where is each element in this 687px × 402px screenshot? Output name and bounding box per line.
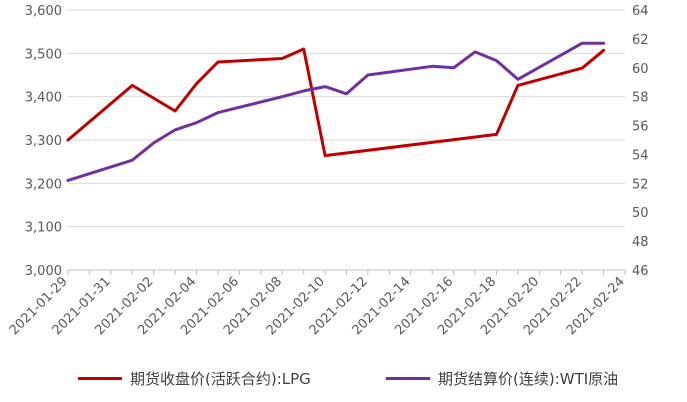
left-tick-label: 3,000 (25, 264, 62, 279)
legend-label-wti: 期货结算价(连续):WTI原油 (438, 370, 619, 388)
series-line-lpg (66, 47, 606, 158)
legend-swatch-lpg (78, 377, 122, 380)
right-tick-label: 50 (632, 206, 649, 221)
legend-swatch-wti (386, 377, 430, 380)
x-axis: 2021-01-292021-01-312021-02-022021-02-04… (7, 269, 628, 338)
left-tick-label: 3,200 (25, 177, 62, 192)
right-tick-label: 64 (632, 4, 649, 19)
right-tick-label: 52 (632, 177, 649, 192)
left-tick-label: 3,500 (25, 47, 62, 62)
legend-label-lpg: 期货收盘价(活跃合约):LPG (130, 370, 311, 388)
right-tick-label: 46 (632, 264, 649, 279)
series-line-wti (66, 41, 606, 182)
right-y-axis: 46 48 50 52 54 56 58 60 62 64 (632, 4, 649, 279)
legend: 期货收盘价(活跃合约):LPG 期货结算价(连续):WTI原油 (0, 368, 687, 398)
left-tick-label: 3,100 (25, 221, 62, 236)
right-tick-label: 56 (632, 120, 649, 135)
left-tick-label: 3,400 (25, 91, 62, 106)
left-tick-label: 3,300 (25, 134, 62, 149)
right-tick-label: 58 (632, 91, 649, 106)
right-tick-label: 60 (632, 62, 649, 77)
gridlines (68, 9, 625, 228)
right-tick-label: 62 (632, 33, 649, 48)
left-y-axis: 3,000 3,100 3,200 3,300 3,400 3,500 3,600 (25, 4, 62, 279)
series-layer (66, 41, 606, 182)
right-tick-label: 48 (632, 235, 649, 250)
left-tick-label: 3,600 (25, 4, 62, 19)
legend-item-lpg[interactable]: 期货收盘价(活跃合约):LPG (78, 368, 311, 389)
right-tick-label: 54 (632, 148, 649, 163)
legend-item-wti[interactable]: 期货结算价(连续):WTI原油 (386, 368, 618, 389)
